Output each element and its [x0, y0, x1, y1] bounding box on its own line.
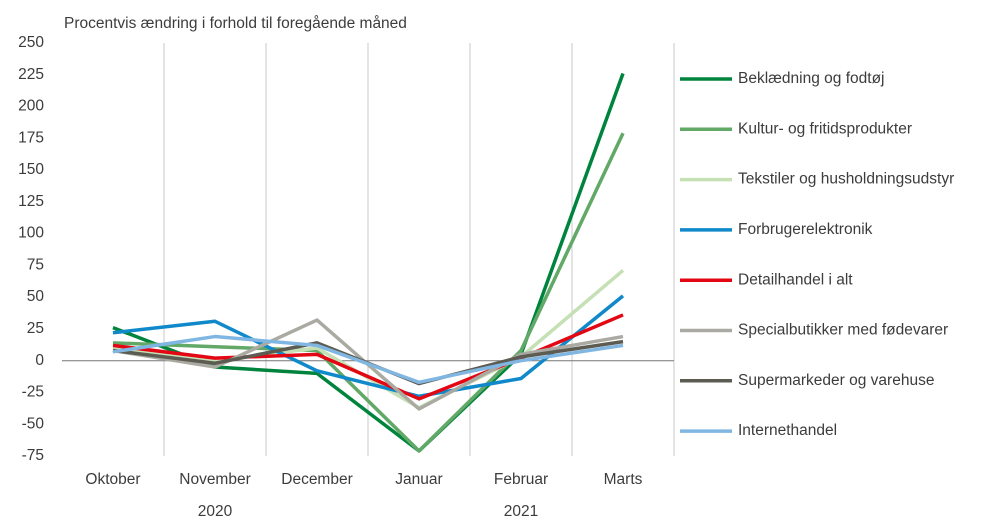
legend-label: Internethandel — [738, 422, 837, 439]
x-tick-label: Februar — [494, 471, 548, 488]
year-label: 2020 — [198, 503, 233, 520]
x-tick-label: Januar — [395, 471, 442, 488]
legend-label: Detailhandel i alt — [738, 271, 853, 288]
legend-label: Tekstiler og husholdningsudstyr — [738, 171, 954, 188]
y-tick-label: 75 — [27, 256, 44, 273]
y-tick-label: 225 — [18, 66, 44, 83]
legend-label: Supermarkeder og varehuse — [738, 372, 934, 389]
year-label: 2021 — [504, 503, 538, 520]
legend-label: Kultur- og fritidsprodukter — [738, 120, 912, 137]
y-tick-label: -50 — [22, 415, 45, 432]
y-tick-label: 200 — [18, 98, 44, 115]
y-tick-label: 50 — [27, 288, 45, 305]
y-tick-label: 25 — [27, 320, 44, 337]
y-axis-label: Procentvis ændring i forhold til foregåe… — [64, 15, 407, 32]
x-tick-label: Oktober — [85, 471, 140, 488]
y-tick-label: 175 — [18, 129, 44, 146]
y-tick-label: 250 — [18, 34, 44, 51]
y-tick-label: 150 — [18, 161, 44, 178]
legend-label: Specialbutikker med fødevarer — [738, 322, 948, 339]
x-tick-label: November — [179, 471, 251, 488]
series-line — [112, 294, 625, 399]
y-tick-label: -25 — [22, 384, 44, 401]
x-tick-label: December — [281, 471, 353, 488]
y-tick-label: 0 — [35, 352, 44, 369]
x-tick-label: Marts — [604, 471, 643, 488]
y-tick-label: 125 — [18, 193, 44, 210]
y-tick-label: 100 — [18, 225, 44, 242]
legend-label: Forbrugerelektronik — [738, 221, 873, 238]
legend-label: Beklædning og fodtøj — [738, 70, 884, 87]
series-line — [112, 132, 625, 453]
y-tick-label: -75 — [22, 447, 44, 464]
series-line — [112, 334, 624, 385]
